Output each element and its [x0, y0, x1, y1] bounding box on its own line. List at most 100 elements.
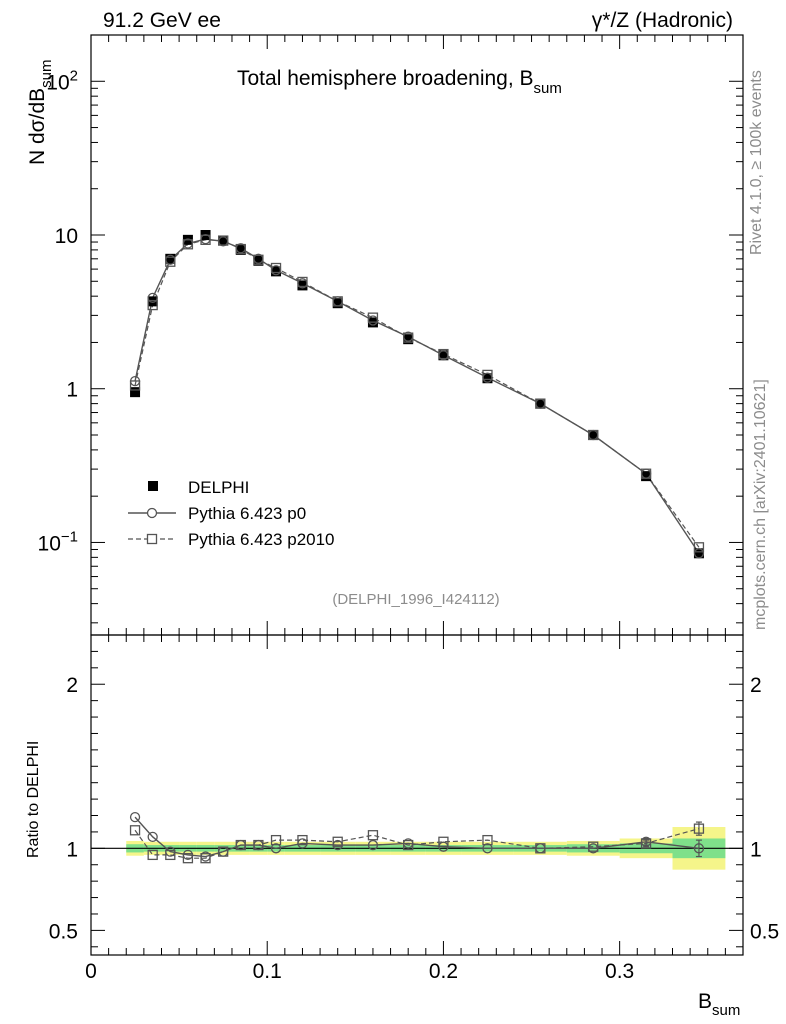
mcplots-label: mcplots.cern.ch [arXiv:2401.10621] [752, 379, 769, 630]
main-ytick-label-exp: 2 [70, 67, 78, 84]
energy-label: 91.2 GeV ee [103, 9, 221, 32]
p0-point [367, 315, 379, 326]
p0-point [332, 296, 343, 307]
main-ytick-label-base: 1 [66, 379, 78, 402]
ratio-p0-point [588, 843, 599, 854]
p0-point [200, 233, 211, 245]
ratio-p0-point [535, 843, 546, 854]
delphi-point [130, 387, 141, 398]
xtick-label: 0 [85, 960, 97, 983]
main-ylabel: N dσ/dBsum [26, 59, 55, 165]
ratio-panel: 0.5 0.5 1 1 2 2 0 0.1 0.2 0.3 [49, 634, 779, 983]
ratio-line-p0 [134, 816, 700, 858]
ratio-p0-point [200, 851, 211, 862]
ratio-p2010-point [482, 834, 493, 846]
delphi-point [588, 430, 599, 440]
legend-label-p2010: Pythia 6.423 p2010 [188, 530, 335, 549]
p0-point [403, 331, 414, 342]
ratio-p2010-point [332, 836, 343, 847]
p0-point [270, 265, 282, 276]
ratio-ytick-label-right: 0.5 [750, 920, 779, 943]
delphi-point [147, 296, 158, 307]
ratio-p0-point [165, 846, 176, 857]
p2010-point [147, 299, 158, 311]
main-ytick-label-base: 10 [38, 532, 61, 555]
p2010-point [129, 380, 141, 391]
legend-marker-delphi [148, 481, 158, 491]
xtick-label: 0.1 [253, 960, 282, 983]
ratio-ytick-label-left: 1 [66, 838, 78, 861]
ratio-ytick-label-right: 2 [750, 674, 762, 697]
p0-point [147, 292, 158, 304]
main-ytick-label-base: 10 [46, 71, 69, 94]
ratio-p2010-point [367, 830, 379, 841]
ratio-p0-point [129, 812, 141, 823]
ratio-p0-point [235, 839, 246, 851]
ratio-p0-point [182, 849, 194, 861]
main-title-text: Total hemisphere broadening, B [237, 67, 534, 90]
ratio-p0-point [332, 839, 343, 851]
p2010-point [693, 542, 705, 553]
process-label: γ*/Z (Hadronic) [592, 9, 733, 32]
p0-point [165, 254, 176, 265]
ratio-p0-point [147, 831, 158, 842]
ratio-p0-point [640, 836, 652, 847]
main-ylabel-text: N dσ/dB [26, 88, 49, 165]
p0-point [693, 548, 705, 559]
ratio-p2010-point [165, 849, 176, 861]
delphi-point [165, 253, 176, 264]
main-ytick-label: 10−1 [38, 528, 78, 555]
p0-point [438, 350, 449, 361]
ratio-p0-point [438, 841, 449, 852]
delphi-point [482, 373, 493, 384]
ratio-p2010-point [182, 853, 194, 864]
ratio-p2010-point [438, 836, 449, 847]
legend-marker-p2010 [146, 533, 158, 545]
delphi-point [332, 298, 343, 309]
legend-label-p0: Pythia 6.423 p0 [188, 504, 306, 523]
p0-point [235, 243, 246, 254]
main-ytick-label-exp: −1 [61, 528, 78, 545]
ratio-ytick-label-right: 1 [750, 838, 762, 861]
ratio-frame [90, 634, 744, 956]
p0-point [218, 236, 229, 247]
ratio-ylabel: Ratio to DELPHI [25, 741, 42, 858]
p0-point [253, 253, 264, 264]
ratio-p2010-point [297, 834, 308, 846]
ratio-ytick-label-left: 0.5 [49, 920, 78, 943]
delphi-point [438, 350, 449, 361]
main-title: Total hemisphere broadening, Bsum [237, 67, 562, 97]
delphi-point [235, 244, 246, 255]
series-line-p2010 [134, 239, 700, 548]
ratio-p0-point [253, 839, 264, 851]
legend-label-delphi: DELPHI [188, 478, 249, 497]
p0-point [482, 372, 493, 383]
p0-point [640, 468, 652, 479]
delphi-point [253, 255, 264, 266]
delphi-point [641, 471, 652, 482]
ratio-p2010-point [693, 823, 705, 834]
xtick-label: 0.2 [429, 960, 458, 983]
xlabel-text: B [698, 990, 712, 1013]
ratio-p0-point [367, 839, 379, 851]
p0-point [182, 238, 194, 249]
rivet-label: Rivet 4.1.0, ≥ 100k events [748, 70, 765, 255]
ratio-p0-point [482, 843, 493, 854]
ratio-ytick-label-left: 2 [66, 674, 78, 697]
main-title-sub: sum [534, 80, 562, 97]
legend-marker-p0 [146, 507, 158, 519]
ratio-p0-point [270, 843, 282, 854]
ratio-p2010-point [270, 834, 282, 846]
xtick-label: 0.3 [605, 960, 634, 983]
delphi-point [403, 334, 414, 345]
delphi-point [271, 266, 282, 277]
ratio-p2010-point [147, 849, 158, 861]
ratio-p0-point [693, 843, 705, 854]
ratio-p0-point [218, 846, 229, 857]
p2010-point [367, 312, 379, 323]
p0-point [535, 398, 546, 409]
delphi-point [218, 235, 229, 246]
main-ytick-label: 10 [55, 225, 78, 248]
p0-point [297, 278, 308, 289]
